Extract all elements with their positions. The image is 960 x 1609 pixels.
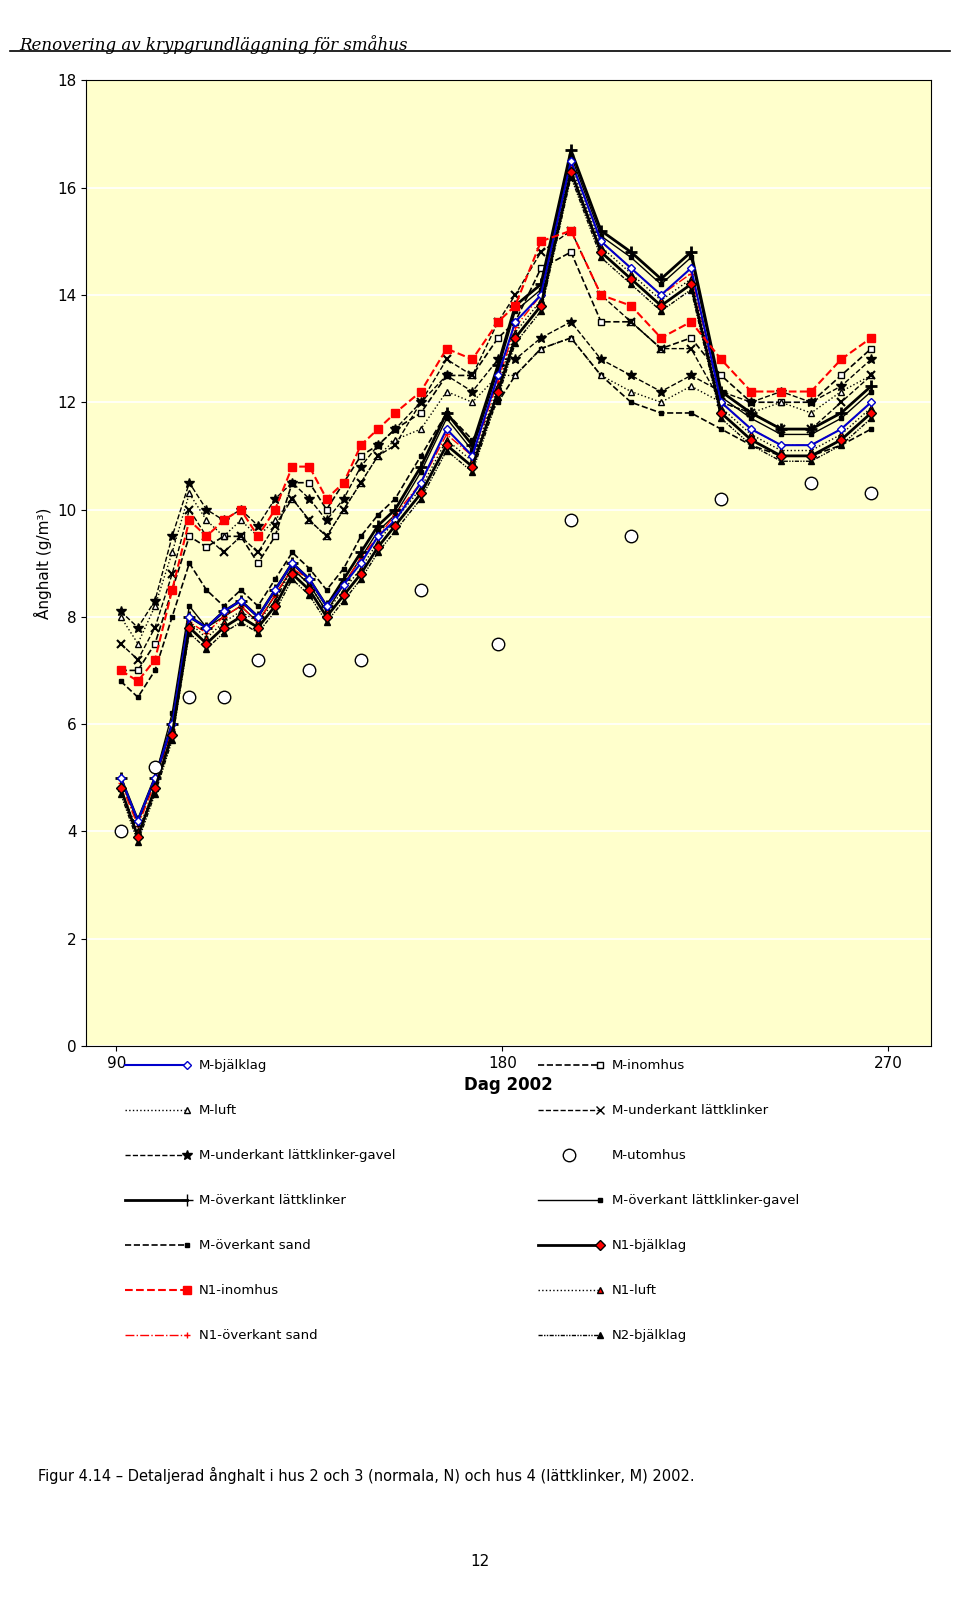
Text: Renovering av krypgrundläggning för småhus: Renovering av krypgrundläggning för småh… <box>19 35 408 55</box>
Text: M-underkant lättklinker-gavel: M-underkant lättklinker-gavel <box>199 1149 396 1162</box>
Text: M-underkant lättklinker: M-underkant lättklinker <box>612 1104 768 1117</box>
Text: M-överkant sand: M-överkant sand <box>199 1239 310 1252</box>
Text: M-utomhus: M-utomhus <box>612 1149 686 1162</box>
Text: M-bjälklag: M-bjälklag <box>199 1059 267 1072</box>
Text: M-luft: M-luft <box>199 1104 237 1117</box>
Text: M-överkant lättklinker-gavel: M-överkant lättklinker-gavel <box>612 1194 799 1207</box>
Text: 12: 12 <box>470 1554 490 1569</box>
X-axis label: Dag 2002: Dag 2002 <box>465 1076 553 1094</box>
Text: N2-bjälklag: N2-bjälklag <box>612 1329 686 1342</box>
Text: N1-bjälklag: N1-bjälklag <box>612 1239 686 1252</box>
Y-axis label: Ånghalt (g/m³): Ånghalt (g/m³) <box>34 507 52 619</box>
Text: N1-inomhus: N1-inomhus <box>199 1284 278 1297</box>
Text: M-inomhus: M-inomhus <box>612 1059 684 1072</box>
Text: N1-luft: N1-luft <box>612 1284 657 1297</box>
Text: Figur 4.14 – Detaljerad ånghalt i hus 2 och 3 (normala, N) och hus 4 (lättklinke: Figur 4.14 – Detaljerad ånghalt i hus 2 … <box>38 1467 695 1485</box>
Text: N1-överkant sand: N1-överkant sand <box>199 1329 318 1342</box>
Text: M-överkant lättklinker: M-överkant lättklinker <box>199 1194 346 1207</box>
